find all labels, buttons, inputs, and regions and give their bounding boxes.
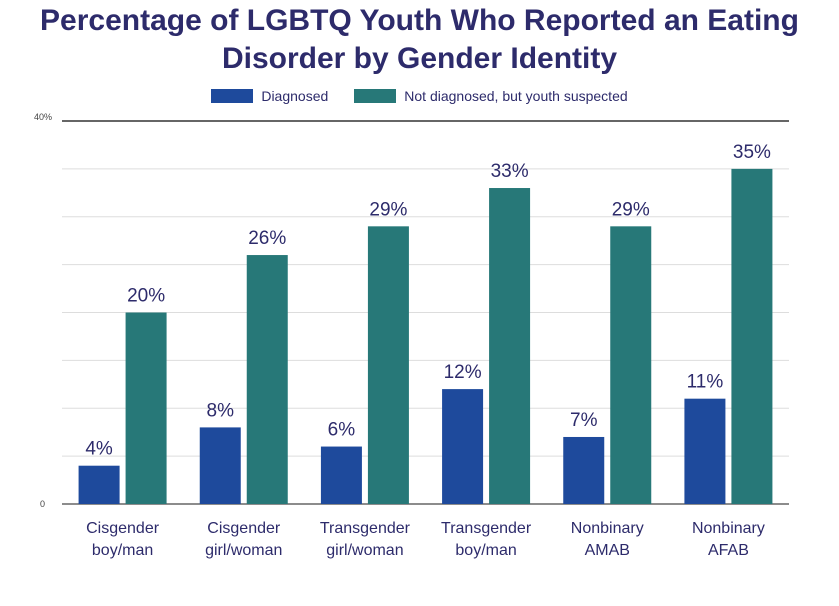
y-tick-label: 40% bbox=[34, 112, 52, 122]
data-label: 12% bbox=[444, 362, 482, 383]
x-category-label-line: Nonbinary bbox=[692, 520, 765, 537]
x-category-label-line: AMAB bbox=[585, 542, 630, 559]
bar-suspected bbox=[367, 226, 409, 504]
data-label: 11% bbox=[687, 372, 724, 393]
chart-title: Percentage of LGBTQ Youth Who Reported a… bbox=[0, 2, 839, 78]
x-category-label: Nonbinary AMAB bbox=[571, 520, 644, 559]
x-category-label: Cisgender girl/woman bbox=[205, 520, 282, 559]
x-category-label: Transgender girl/woman bbox=[320, 520, 411, 559]
bar-suspected bbox=[125, 312, 167, 504]
x-category-label-line: AFAB bbox=[708, 542, 749, 559]
x-category-label-line: Transgender bbox=[320, 520, 411, 537]
legend-item-diagnosed: Diagnosed bbox=[211, 88, 328, 104]
x-category-label-line: girl/woman bbox=[205, 542, 282, 559]
x-category-label-line: Nonbinary bbox=[571, 520, 644, 537]
x-category-label-line: Cisgender bbox=[207, 520, 281, 537]
data-label: 26% bbox=[248, 228, 286, 249]
bar-diagnosed bbox=[563, 436, 605, 504]
x-category-label-line: Transgender bbox=[441, 520, 532, 537]
x-category-label: Cisgender boy/man bbox=[86, 520, 160, 559]
bar-diagnosed bbox=[442, 389, 484, 504]
x-category-label-line: boy/man bbox=[92, 542, 153, 559]
bar-diagnosed bbox=[684, 398, 726, 504]
bar-suspected bbox=[489, 188, 531, 504]
x-category-label: Transgender boy/man bbox=[441, 520, 532, 559]
data-label: 6% bbox=[328, 420, 356, 441]
x-category-label-line: girl/woman bbox=[326, 542, 403, 559]
bar-suspected bbox=[731, 168, 773, 504]
y-tick-label: 0 bbox=[40, 499, 45, 509]
data-label: 8% bbox=[207, 400, 235, 421]
data-label: 4% bbox=[85, 439, 113, 460]
data-label: 29% bbox=[612, 199, 650, 220]
data-label: 29% bbox=[369, 199, 407, 220]
x-category-label: Nonbinary AFAB bbox=[692, 520, 765, 559]
bar-diagnosed bbox=[78, 465, 120, 504]
x-category-label-line: Cisgender bbox=[86, 520, 160, 537]
bar-diagnosed bbox=[320, 446, 362, 504]
data-label: 33% bbox=[491, 161, 529, 182]
data-label: 20% bbox=[127, 286, 165, 307]
legend-swatch-diagnosed bbox=[211, 89, 254, 103]
bar-suspected bbox=[610, 226, 652, 504]
data-label: 7% bbox=[570, 410, 598, 431]
legend-item-suspected: Not diagnosed, but youth suspected bbox=[354, 88, 628, 104]
chart-legend: Diagnosed Not diagnosed, but youth suspe… bbox=[0, 88, 839, 104]
bar-diagnosed bbox=[199, 427, 241, 504]
legend-label-diagnosed: Diagnosed bbox=[261, 88, 329, 104]
chart-title-line-1: Percentage of LGBTQ Youth Who Reported a… bbox=[40, 4, 799, 37]
data-label: 35% bbox=[733, 142, 771, 163]
legend-label-suspected: Not diagnosed, but youth suspected bbox=[404, 88, 628, 104]
bar-suspected bbox=[246, 255, 288, 504]
x-category-label-line: boy/man bbox=[455, 542, 516, 559]
legend-swatch-suspected bbox=[354, 89, 397, 103]
chart-title-line-2: Disorder by Gender Identity bbox=[221, 42, 618, 75]
